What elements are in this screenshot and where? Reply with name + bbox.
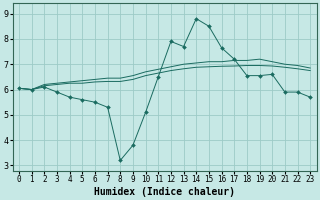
X-axis label: Humidex (Indice chaleur): Humidex (Indice chaleur): [94, 186, 235, 197]
